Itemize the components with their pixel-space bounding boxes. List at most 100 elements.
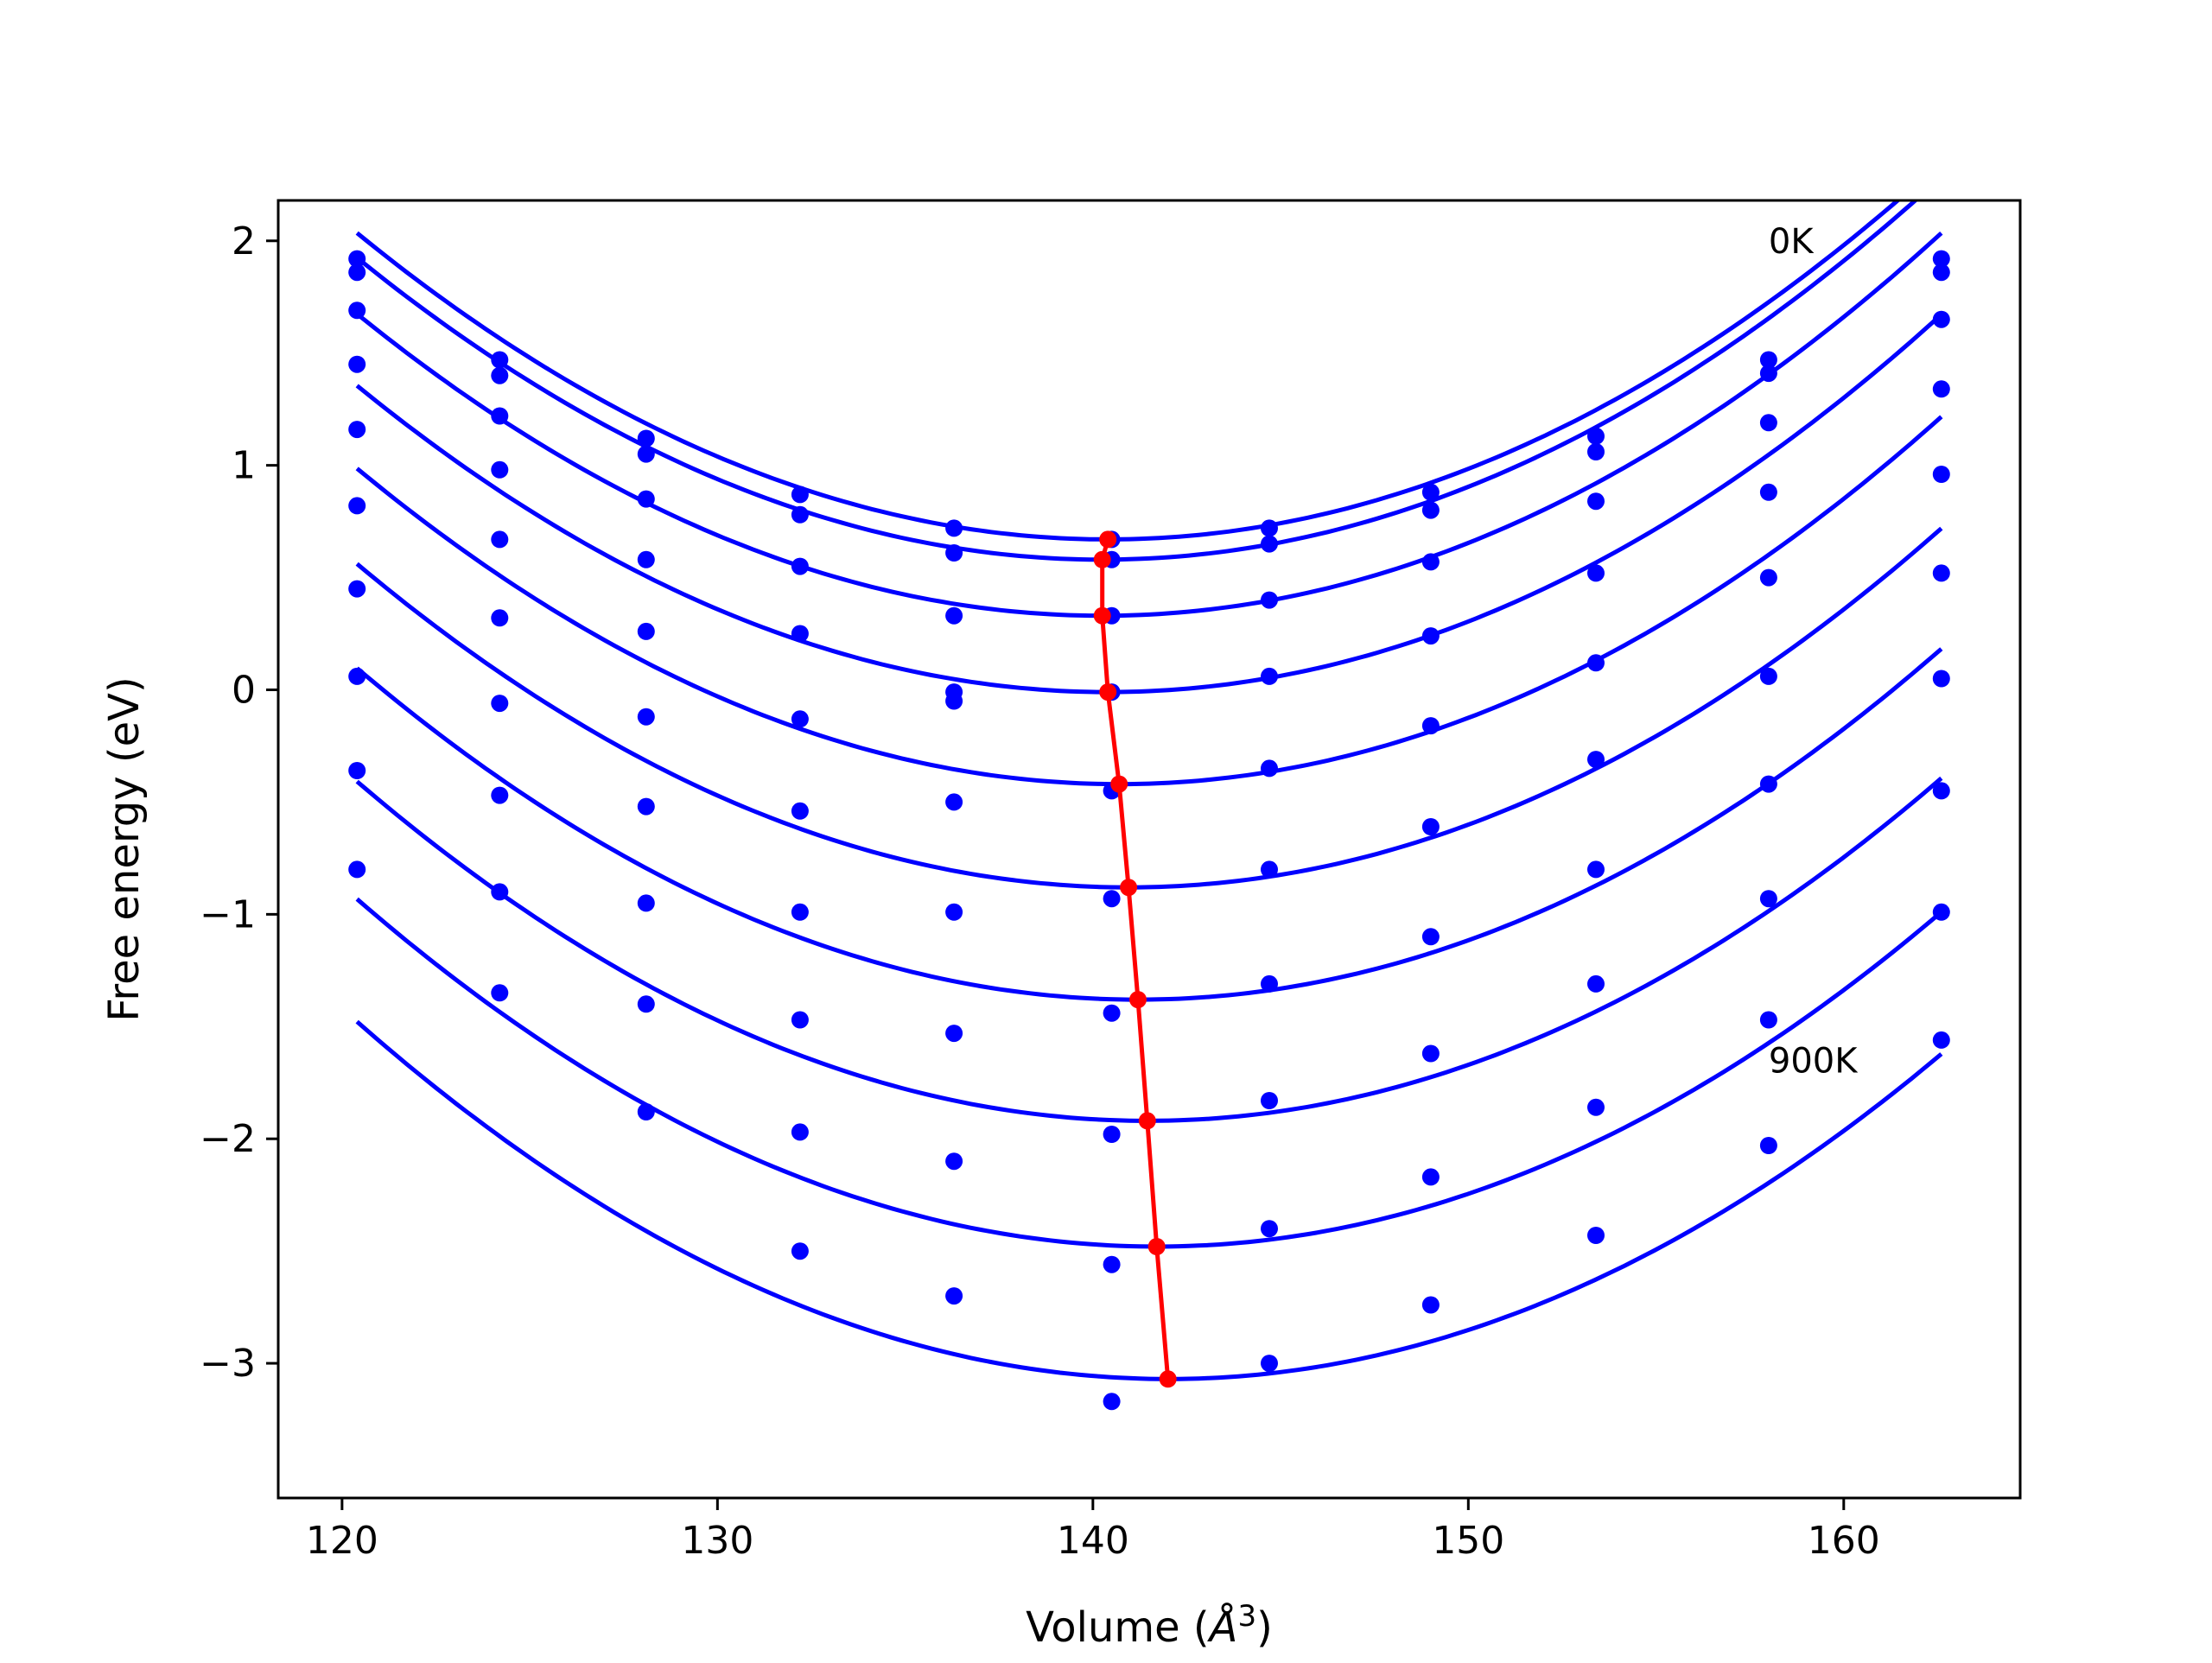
data-point-s3-7	[1261, 591, 1278, 609]
y-axis-label: Free energy (eV)	[100, 676, 149, 1021]
fit-curve-3	[355, 231, 1943, 619]
minimum-point-3	[1093, 606, 1111, 625]
annotation-0k: 0K	[1769, 222, 1815, 262]
data-point-s2-11	[1932, 263, 1950, 282]
data-point-s3-3	[637, 490, 655, 508]
data-point-s10-9	[1587, 1227, 1605, 1244]
x-tick-label: 160	[1808, 1519, 1880, 1563]
data-point-s6-1	[348, 497, 366, 515]
data-point-s3-8	[1421, 553, 1440, 571]
data-point-s8-7	[1261, 1092, 1278, 1109]
data-point-s6-10	[1759, 667, 1777, 685]
minimum-path-line	[1100, 538, 1171, 1380]
data-point-s5-4	[791, 710, 809, 728]
x-tick-label: 150	[1432, 1519, 1504, 1563]
x-axis-ticks: 120 130 140 150 160	[306, 1498, 1880, 1563]
data-point-s9-1	[348, 762, 366, 779]
data-point-s4-10	[1759, 483, 1777, 501]
data-point-s1-3	[637, 429, 655, 447]
x-axis-unit-exponent: 3	[1237, 1599, 1256, 1634]
data-point-s8-6	[1103, 1126, 1121, 1143]
data-point-s7-2	[491, 695, 509, 713]
x-tick-label: 120	[306, 1519, 378, 1563]
fit-curve-7	[355, 647, 1943, 1002]
minimum-point-5	[1110, 775, 1128, 793]
data-point-s3-10	[1759, 414, 1777, 432]
data-point-s2-4	[791, 505, 809, 524]
data-point-s6-8	[1421, 818, 1440, 835]
data-point-s4-8	[1421, 627, 1440, 645]
data-point-s1-11	[1932, 250, 1950, 268]
data-point-s6-3	[637, 708, 655, 726]
data-point-s9-3	[637, 995, 655, 1013]
data-point-s4-4	[791, 625, 809, 643]
data-point-s3-1	[348, 301, 366, 320]
data-point-s7-10	[1759, 775, 1777, 793]
data-point-s6-11	[1932, 564, 1950, 582]
data-point-s7-7	[1261, 974, 1278, 993]
y-tick-label: −2	[200, 1117, 256, 1161]
data-point-s5-11	[1932, 466, 1950, 483]
data-point-s8-4	[791, 1011, 809, 1029]
data-point-s10-5	[945, 1287, 963, 1305]
data-point-s2-1	[348, 263, 366, 282]
data-point-s9-11	[1932, 903, 1950, 921]
data-point-s4-11	[1932, 380, 1950, 398]
x-axis-unit: Å	[1207, 1603, 1238, 1652]
data-point-s10-8	[1421, 1296, 1440, 1314]
data-point-s9-8	[1421, 1168, 1440, 1186]
data-point-s8-1	[348, 667, 366, 685]
y-tick-label: 2	[232, 219, 256, 263]
data-point-s8-10	[1759, 890, 1777, 908]
data-point-s8-8	[1421, 1044, 1440, 1063]
data-point-s8-5	[945, 1025, 963, 1043]
y-tick-label: −1	[200, 892, 256, 936]
data-point-s9-7	[1261, 1220, 1278, 1238]
data-point-s5-8	[1421, 717, 1440, 735]
y-axis-ticks: 2 1 0 −1 −2 −3	[200, 219, 278, 1386]
data-point-s4-7	[1261, 667, 1278, 685]
data-point-s10-1	[348, 860, 366, 879]
data-point-s8-9	[1587, 974, 1605, 993]
data-point-s5-1	[348, 421, 366, 439]
data-point-s6-7	[1261, 860, 1278, 879]
data-point-s6-6	[1103, 890, 1121, 908]
data-point-s2-5	[945, 544, 963, 562]
data-point-s3-11	[1932, 310, 1950, 328]
data-point-s2-8	[1421, 501, 1440, 519]
data-point-s2-3	[637, 445, 655, 463]
x-axis-label: Volume (Å3)	[1026, 1599, 1273, 1652]
data-point-s5-10	[1759, 568, 1777, 587]
data-point-s1-1	[348, 250, 366, 268]
data-point-s8-3	[637, 894, 655, 912]
y-tick-label: 0	[232, 668, 256, 712]
data-point-s1-5	[945, 519, 963, 537]
data-point-s6-5	[945, 793, 963, 811]
fit-curve-1	[355, 200, 1902, 542]
minimum-point-8	[1138, 1112, 1156, 1130]
minimum-point-6	[1120, 879, 1138, 897]
data-point-s7-8	[1421, 928, 1440, 946]
plot-frame	[276, 199, 2022, 1500]
data-point-s9-9	[1587, 1098, 1605, 1116]
fit-curve-4	[355, 313, 1943, 695]
data-point-s3-4	[791, 557, 809, 575]
data-point-s6-2	[491, 609, 509, 627]
data-point-s10-7	[1261, 1355, 1278, 1373]
annotations: 0K 900K	[1769, 222, 1859, 1081]
x-tick-label: 140	[1057, 1519, 1129, 1563]
x-tick-label: 130	[681, 1519, 753, 1563]
data-point-s4-9	[1587, 564, 1605, 582]
data-point-s3-5	[945, 606, 963, 625]
data-point-s4-3	[637, 550, 655, 568]
fit-curve-5	[355, 415, 1943, 787]
minimum-point-1	[1099, 530, 1117, 549]
y-tick-label: 1	[232, 444, 256, 488]
x-axis-label-close: )	[1256, 1603, 1273, 1652]
y-tick-label: −3	[200, 1342, 256, 1386]
minimum-point-10	[1159, 1370, 1177, 1388]
data-point-s7-5	[945, 903, 963, 921]
data-point-s3-2	[491, 407, 509, 425]
data-point-s3-9	[1587, 492, 1605, 511]
